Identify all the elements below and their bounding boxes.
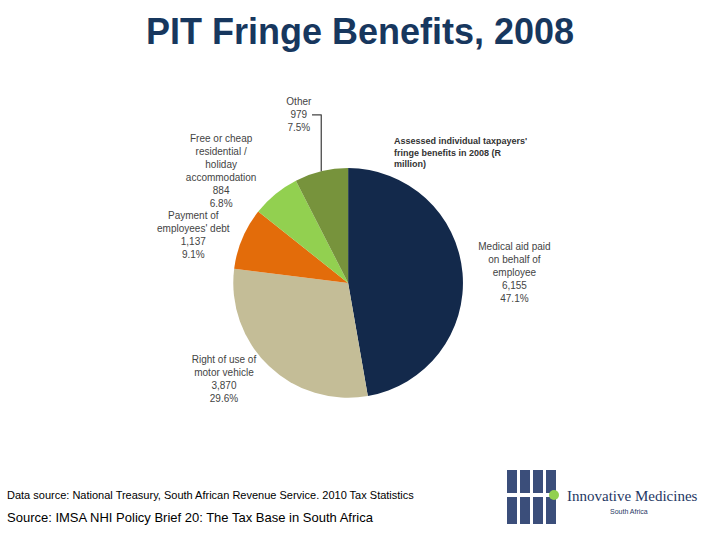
svg-text:Right of use ofmotor vehicle3,: Right of use ofmotor vehicle3,87029.6% [192, 354, 257, 404]
svg-text:Medical aid paidon behalf ofem: Medical aid paidon behalf ofemployee6,15… [478, 241, 550, 304]
svg-text:Source: IMSA NHI Policy Brief: Source: IMSA NHI Policy Brief 20: The Ta… [7, 510, 374, 525]
svg-text:Payment ofemployees' debt1,137: Payment ofemployees' debt1,1379.1% [157, 210, 230, 260]
svg-text:Free or cheapresidential /holi: Free or cheapresidential /holidayaccommo… [186, 133, 257, 209]
svg-text:Data source: National Treasury: Data source: National Treasury, South Af… [7, 489, 414, 501]
svg-text:Innovative Medicines: Innovative Medicines [567, 488, 698, 504]
svg-text:South Africa: South Africa [610, 508, 648, 515]
svg-text:Other9797.5%: Other9797.5% [286, 96, 312, 133]
svg-text:PIT Fringe Benefits, 2008: PIT Fringe Benefits, 2008 [146, 11, 574, 52]
svg-text:Assessed individual taxpayers': Assessed individual taxpayers'fringe ben… [394, 136, 527, 169]
